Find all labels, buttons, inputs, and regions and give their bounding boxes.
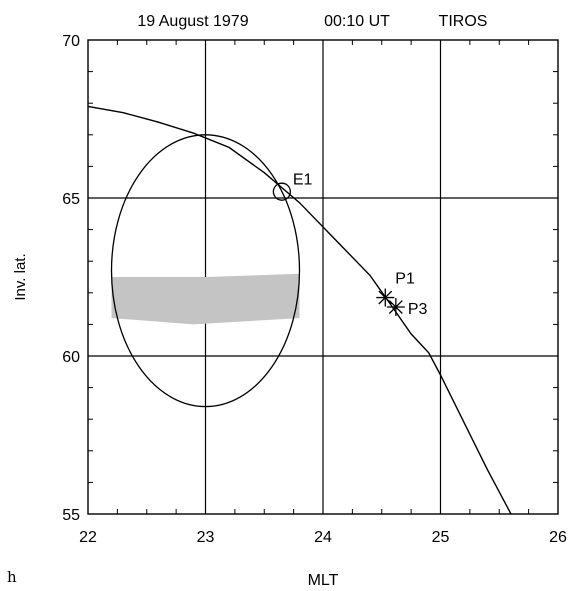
x-tick-label-25: 25 [432,529,450,546]
y-tick-label-55: 55 [62,507,80,524]
x-tick-label-26: 26 [549,529,567,546]
title-date: 19 August 1979 [137,13,248,30]
shaded-band [111,273,300,325]
marker-p3-asterisk [386,298,405,317]
ellipse-shape [110,134,301,408]
x-tick-label-23: 23 [197,529,215,546]
track-line [87,105,512,515]
y-tick-label-65: 65 [62,191,80,208]
marker-p1-label: P1 [395,271,415,288]
panel-label: h [7,568,17,586]
markers: E1 P1 P3 [272,172,428,318]
marker-p1-stroke-3 [378,290,393,305]
marker-p3-label: P3 [408,301,428,318]
y-axis-label: Inv. lat. [12,253,29,300]
x-axis-label: MLT [308,572,339,589]
title-satellite: TIROS [439,13,488,30]
marker-e1-label: E1 [293,172,313,189]
marker-p3-stroke-3 [388,300,403,314]
axis-ticks: 22 23 24 25 26 55 60 65 70 [62,33,567,546]
shaded-band-area [111,273,300,325]
marker-p1-asterisk [376,288,395,307]
ellipse-outline [110,134,301,408]
title-time: 00:10 UT [324,13,390,30]
chart-title: 19 August 1979 00:10 UT TIROS [137,13,487,30]
y-tick-label-70: 70 [62,33,80,50]
marker-e1-circle [272,182,292,201]
x-tick-label-24: 24 [314,529,332,546]
track-polyline [87,105,512,515]
x-tick-label-22: 22 [79,529,97,546]
y-tick-label-60: 60 [62,349,80,366]
